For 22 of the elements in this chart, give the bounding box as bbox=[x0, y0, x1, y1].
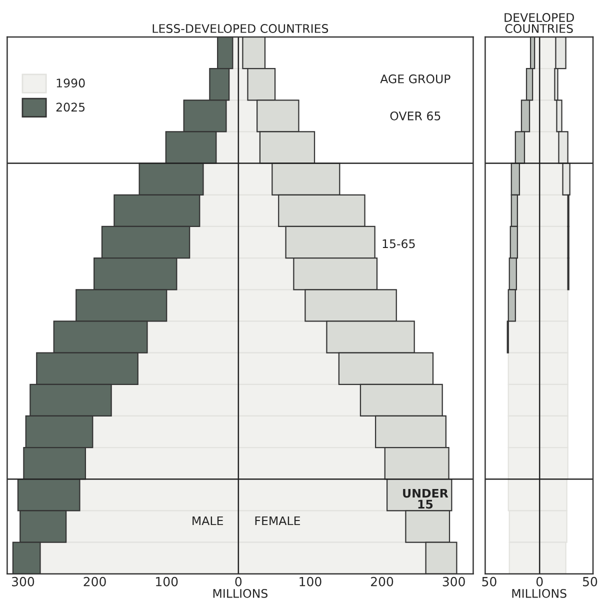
x-tick-label: 200 bbox=[84, 576, 106, 586]
x-tick-label: 200 bbox=[371, 576, 394, 586]
x-tick-label: 0 bbox=[235, 576, 242, 586]
x-tick-label: 0 bbox=[536, 576, 543, 586]
x-tick-label: 100 bbox=[156, 576, 178, 586]
x-tick-label: 50 bbox=[482, 576, 496, 586]
chart-title: LESS-DEVELOPED COUNTRIES bbox=[152, 24, 328, 33]
x-tick-label: 300 bbox=[12, 576, 34, 586]
x-tick-label: 300 bbox=[442, 576, 465, 586]
annotation: MALE bbox=[192, 516, 223, 526]
annotation: UNDER 15 bbox=[403, 488, 448, 509]
x-axis-title: MILLIONS bbox=[213, 588, 268, 598]
chart-title: DEVELOPED COUNTRIES bbox=[504, 13, 574, 33]
annotation: FEMALE bbox=[255, 516, 300, 526]
x-tick-label: 50 bbox=[583, 576, 598, 586]
x-axis-title: MILLIONS bbox=[512, 588, 566, 598]
annotation: AGE GROUP bbox=[380, 74, 450, 84]
x-tick-label: 100 bbox=[300, 576, 322, 586]
annotation: OVER 65 bbox=[390, 111, 440, 120]
annotation: 15-65 bbox=[382, 239, 415, 248]
legend-label: 2025 bbox=[56, 102, 85, 112]
legend-label: 1990 bbox=[56, 78, 85, 88]
